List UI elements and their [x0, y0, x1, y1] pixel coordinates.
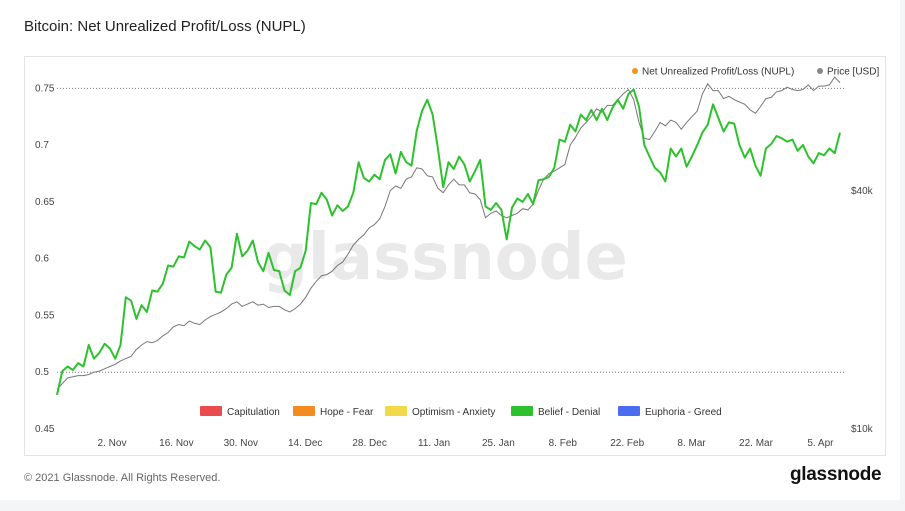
nupl-series-line [56, 88, 841, 396]
zone-legend-item: Optimism - Anxiety [385, 406, 495, 418]
price-axis-label: $10k [851, 424, 874, 435]
x-tick-label: 8. Feb [549, 438, 578, 449]
legend-label: Belief - Denial [538, 407, 600, 418]
legend-swatch-icon [618, 406, 640, 416]
legend-swatch-icon [293, 406, 315, 416]
legend-swatch-icon [385, 406, 407, 416]
legend-label: Net Unrealized Profit/Loss (NUPL) [642, 67, 794, 78]
zone-legend-item: Belief - Denial [511, 406, 600, 418]
x-tick-label: 14. Dec [288, 438, 322, 449]
y-tick-label: 0.6 [35, 254, 49, 265]
x-tick-label: 5. Apr [807, 438, 834, 449]
y-tick-label: 0.75 [35, 83, 55, 94]
x-tick-label: 30. Nov [224, 438, 258, 449]
zone-legend-item: Hope - Fear [293, 406, 374, 418]
x-tick-label: 28. Dec [352, 438, 386, 449]
zone-legend-item: Euphoria - Greed [618, 406, 722, 418]
y-tick-label: 0.55 [35, 310, 55, 321]
y-tick-label: 0.65 [35, 197, 55, 208]
legend-label: Optimism - Anxiety [412, 407, 495, 418]
x-tick-label: 22. Feb [610, 438, 644, 449]
x-tick-label: 8. Mar [677, 438, 706, 449]
legend-swatch-icon [511, 406, 533, 416]
brand-logo[interactable]: glassnode [790, 464, 882, 485]
top-legend-item: Price [USD] [817, 67, 879, 78]
legend-label: Capitulation [227, 407, 280, 418]
legend-label: Price [USD] [827, 67, 879, 78]
x-tick-label: 2. Nov [98, 438, 127, 449]
x-tick-label: 25. Jan [482, 438, 515, 449]
page-title: Bitcoin: Net Unrealized Profit/Loss (NUP… [24, 18, 306, 35]
zone-legend-item: Capitulation [200, 406, 280, 418]
legend-label: Euphoria - Greed [645, 407, 722, 418]
x-tick-label: 16. Nov [159, 438, 193, 449]
copyright-text: © 2021 Glassnode. All Rights Reserved. [24, 472, 221, 484]
nupl-chart[interactable]: glassnode 0.75 0.7 0.65 0.6 0.55 0.5 0.45 $40k $1… [25, 57, 885, 455]
legend-dot-icon [632, 68, 638, 74]
price-series-line [56, 76, 841, 390]
legend-dot-icon [817, 68, 823, 74]
chart-card: Bitcoin: Net Unrealized Profit/Loss (NUP… [0, 0, 900, 500]
watermark-text: glassnode [262, 221, 628, 295]
chart-panel: glassnode 0.75 0.7 0.65 0.6 0.55 0.5 0.45 $40k $1… [24, 56, 886, 456]
x-tick-label: 11. Jan [418, 438, 450, 449]
price-axis-label: $40k [851, 186, 874, 197]
y-tick-label: 0.7 [35, 140, 49, 151]
legend-label: Hope - Fear [320, 407, 374, 418]
legend-swatch-icon [200, 406, 222, 416]
y-tick-label: 0.45 [35, 424, 55, 435]
top-legend-item: Net Unrealized Profit/Loss (NUPL) [632, 67, 794, 78]
y-tick-label: 0.5 [35, 367, 49, 378]
x-tick-label: 22. Mar [739, 438, 774, 449]
